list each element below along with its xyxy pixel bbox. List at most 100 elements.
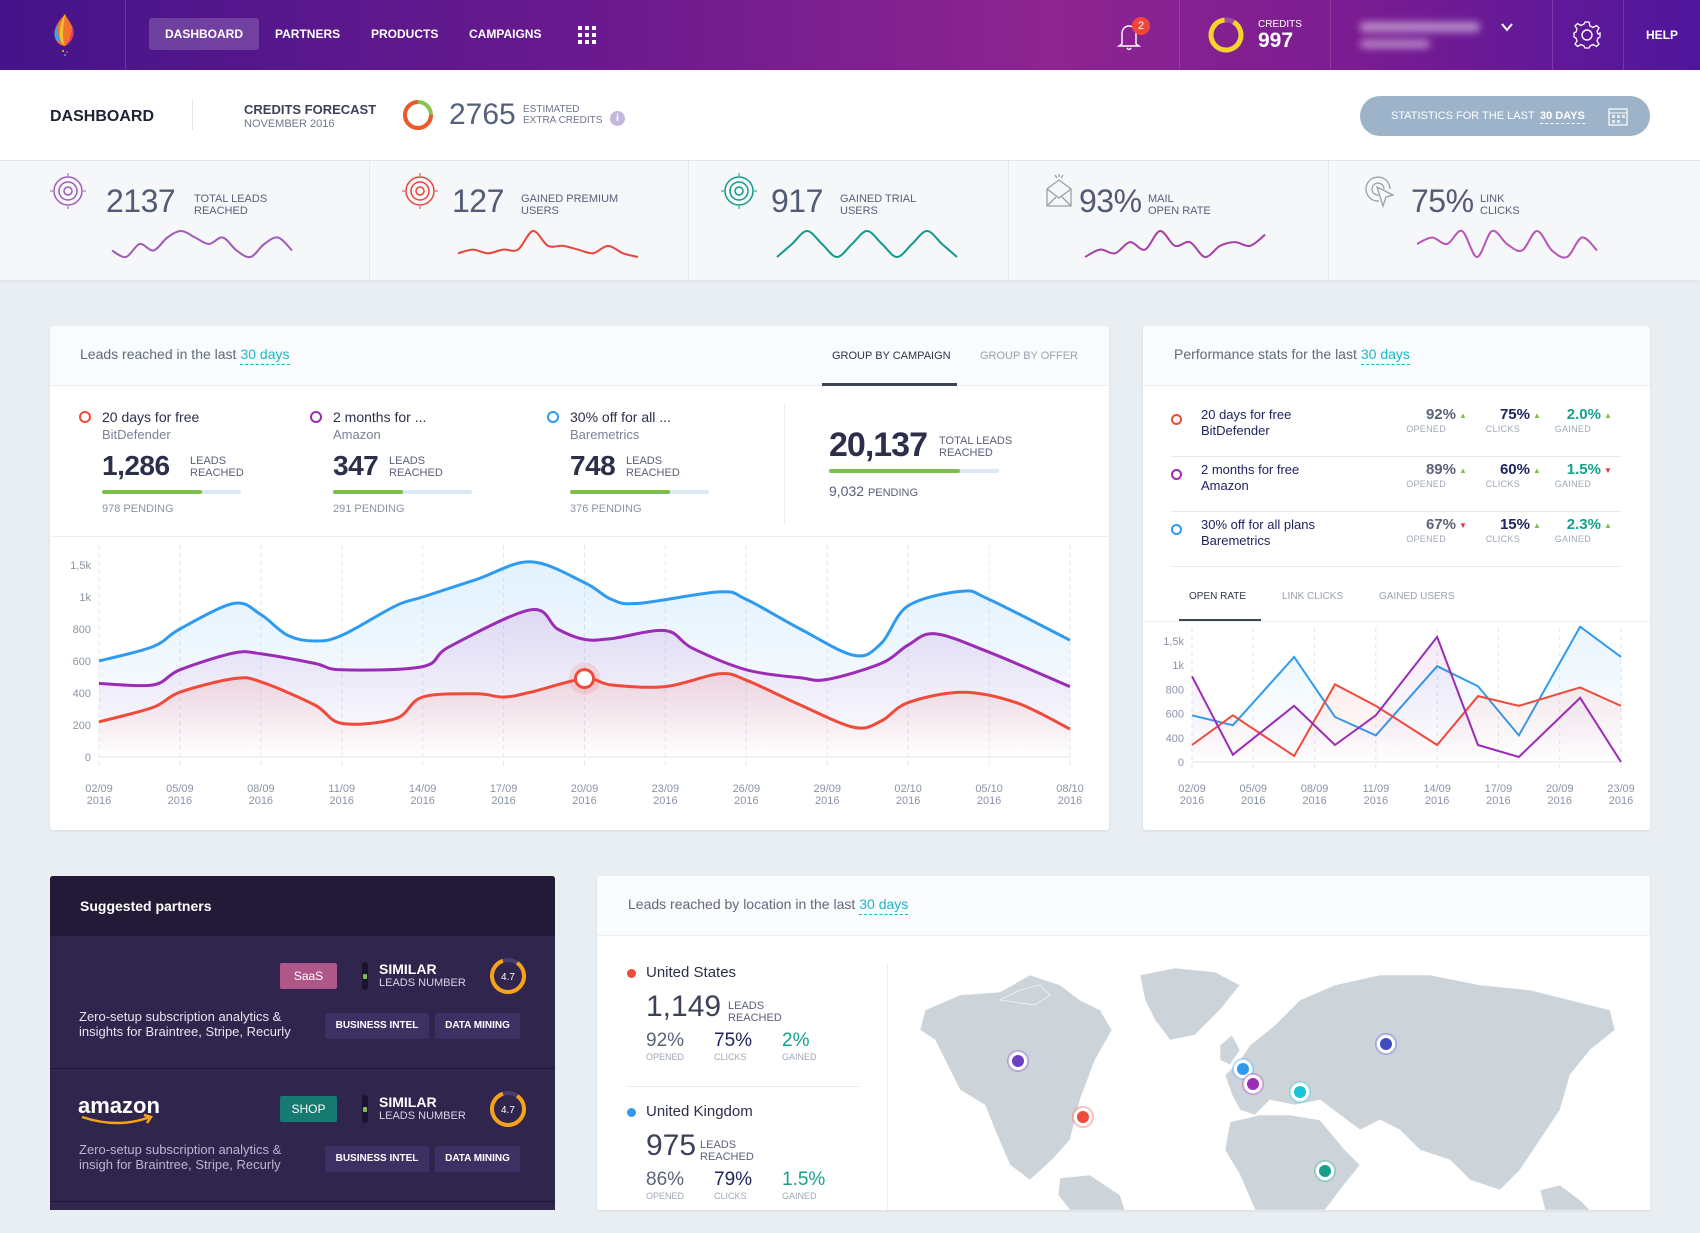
campaign-partner: BitDefender [102,427,171,442]
user-account-blurred[interactable] [1360,20,1480,50]
total-leads-label-2: REACHED [939,447,1012,459]
y-tick-label: 600 [73,656,91,668]
business-intel-button[interactable]: BUSINESS INTEL [325,1146,429,1172]
country-stat-label: OPENED [646,1052,684,1062]
location-period-link[interactable]: 30 days [859,896,908,915]
kpi-label-line-2: REACHED [194,205,304,217]
kpi-sparkline-line [1085,231,1265,257]
data-mining-button[interactable]: DATA MINING [435,1146,520,1172]
kpi-value: 2137 [106,183,175,220]
page-header: DASHBOARD CREDITS FORECAST NOVEMBER 2016… [0,70,1700,160]
stat-label: OPENED [1406,424,1446,434]
country-stat-label: OPENED [646,1191,684,1201]
notifications-button[interactable]: 2 [1114,20,1148,54]
forecast-label-line-1: ESTIMATED [523,104,602,115]
campaign-progress-bar [333,490,472,494]
campaign-partner: Amazon [333,427,381,442]
kpi-label-line-1: GAINED PREMIUM [521,193,631,205]
apps-grid-icon[interactable] [578,26,596,44]
app-logo-icon[interactable] [48,12,82,58]
tab-group-by-offer[interactable]: GROUP BY OFFER [980,350,1078,362]
tab-open-rate[interactable]: OPEN RATE [1189,591,1246,602]
tab-gained-users[interactable]: GAINED USERS [1379,591,1455,602]
help-link[interactable]: HELP [1646,28,1678,42]
score-value: 4.7 [501,972,515,983]
world-map [900,955,1640,1210]
similar-label: SIMILAR [379,961,437,977]
kpi-sparkline [773,223,963,263]
stat-value: 1.5% [1567,461,1601,478]
stat-opened: 89%OPENED [1406,461,1456,489]
performance-period-link[interactable]: 30 days [1361,346,1410,365]
stat-value: 89% [1426,461,1456,478]
statistics-period-button[interactable]: STATISTICS FOR THE LAST 30 DAYS [1360,96,1650,136]
y-tick-label: 400 [73,688,91,700]
chevron-down-icon[interactable] [1500,20,1514,34]
stat-label: CLICKS [1486,534,1520,544]
kpi-sparkline-line [112,231,292,257]
campaign-leads-value: 1,286 [102,450,170,482]
map-marker[interactable] [1237,1063,1249,1075]
y-tick-label: 600 [1166,709,1184,721]
stat-label: GAINED [1555,479,1591,489]
cursor-click-icon [1359,171,1399,211]
notification-count-badge: 2 [1132,17,1150,35]
trend-up-icon: ▲ [1533,521,1541,530]
business-intel-button[interactable]: BUSINESS INTEL [325,1013,429,1039]
map-marker[interactable] [1294,1086,1306,1098]
nav-partners[interactable]: PARTNERS [259,18,356,50]
credits-value: 997 [1258,29,1293,53]
y-tick-label: 800 [73,624,91,636]
tab-group-by-campaign[interactable]: GROUP BY CAMPAIGN [832,350,951,362]
map-marker[interactable] [1319,1165,1331,1177]
kpi-sparkline-line [458,231,638,257]
tab-link-clicks[interactable]: LINK CLICKS [1282,591,1343,602]
partner-category-tag[interactable]: SaaS [280,963,337,989]
kpi-sparkline-line [777,231,957,257]
y-tick-label: 1,5k [1163,636,1184,648]
map-greenland [1140,968,1240,1040]
data-mining-button[interactable]: DATA MINING [435,1013,520,1039]
nav-dashboard[interactable]: DASHBOARD [149,18,259,50]
trend-up-icon: ▲ [1533,466,1541,475]
map-marker[interactable] [1247,1078,1259,1090]
map-marker[interactable] [1012,1055,1024,1067]
nav-products[interactable]: PRODUCTS [355,18,454,50]
settings-gear-icon[interactable] [1572,20,1602,50]
country-stat-opened: 86% [646,1169,684,1191]
map-marker[interactable] [1077,1111,1089,1123]
y-tick-label: 1k [1172,660,1184,672]
info-icon[interactable]: i [610,111,625,126]
leads-period-link[interactable]: 30 days [240,346,289,365]
kpi-sparkline [1413,223,1603,263]
nav-campaigns[interactable]: CAMPAIGNS [453,18,557,50]
country-name: United States [646,964,736,981]
forecast-ring-icon [401,98,435,132]
stat-gained: 1.5%GAINED [1555,461,1601,489]
map-marker[interactable] [1380,1038,1392,1050]
stat-gained: 2.0%GAINED [1555,406,1601,434]
partner-category-tag[interactable]: SHOP [280,1096,337,1122]
highlight-point[interactable] [576,670,594,688]
target-icon [48,171,88,211]
campaign-color-dot [1171,524,1182,535]
total-leads-value: 20,137 [829,426,927,465]
partners-title: Suggested partners [80,898,211,914]
